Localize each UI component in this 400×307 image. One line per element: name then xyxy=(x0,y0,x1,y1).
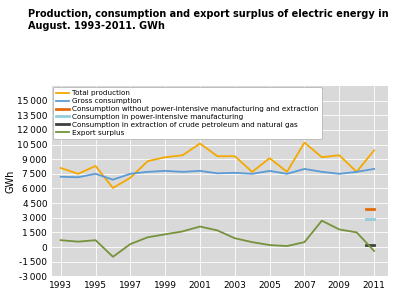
Total production xyxy=(145,159,150,163)
Gross consumption xyxy=(267,169,272,173)
Export surplus xyxy=(320,219,324,223)
Total production xyxy=(76,172,80,176)
Gross consumption xyxy=(285,172,290,176)
Total production xyxy=(337,154,342,157)
Export surplus xyxy=(198,225,202,228)
Consumption without power-intensive manufacturing and extraction xyxy=(364,207,369,211)
Export surplus xyxy=(372,249,376,253)
Export surplus xyxy=(180,230,185,233)
Total production xyxy=(128,176,133,180)
Gross consumption xyxy=(93,172,98,176)
Gross consumption xyxy=(180,170,185,174)
Line: Gross consumption: Gross consumption xyxy=(61,169,374,180)
Consumption in extraction of crude petroleum and natural gas xyxy=(372,243,376,247)
Gross consumption xyxy=(198,169,202,173)
Gross consumption xyxy=(76,175,80,179)
Export surplus xyxy=(337,227,342,231)
Gross consumption xyxy=(232,171,237,175)
Total production xyxy=(250,170,255,174)
Total production xyxy=(267,156,272,160)
Line: Export surplus: Export surplus xyxy=(61,221,374,257)
Total production xyxy=(93,164,98,168)
Export surplus xyxy=(76,240,80,243)
Total production xyxy=(58,166,63,170)
Gross consumption xyxy=(250,172,255,176)
Gross consumption xyxy=(110,178,115,181)
Export surplus xyxy=(232,236,237,240)
Export surplus xyxy=(285,244,290,248)
Total production xyxy=(285,170,290,174)
Total production xyxy=(198,142,202,146)
Gross consumption xyxy=(58,175,63,179)
Text: Production, consumption and export surplus of electric energy in
August. 1993-20: Production, consumption and export surpl… xyxy=(28,9,389,31)
Gross consumption xyxy=(302,167,307,171)
Y-axis label: GWh: GWh xyxy=(5,169,15,193)
Export surplus xyxy=(163,232,168,236)
Gross consumption xyxy=(128,172,133,176)
Total production xyxy=(163,155,168,159)
Export surplus xyxy=(250,240,255,244)
Gross consumption xyxy=(320,170,324,174)
Consumption in power-intensive manufacturing xyxy=(372,217,376,220)
Total production xyxy=(180,154,185,157)
Total production xyxy=(372,149,376,152)
Gross consumption xyxy=(163,169,168,173)
Legend: Total production, Gross consumption, Consumption without power-intensive manufac: Total production, Gross consumption, Con… xyxy=(54,87,322,138)
Consumption without power-intensive manufacturing and extraction xyxy=(372,207,376,211)
Total production xyxy=(215,154,220,158)
Export surplus xyxy=(354,231,359,234)
Export surplus xyxy=(128,242,133,246)
Consumption in extraction of crude petroleum and natural gas xyxy=(364,243,369,247)
Export surplus xyxy=(215,229,220,232)
Export surplus xyxy=(302,240,307,244)
Gross consumption xyxy=(337,172,342,176)
Total production xyxy=(232,154,237,158)
Export surplus xyxy=(110,255,115,258)
Gross consumption xyxy=(354,170,359,174)
Consumption in power-intensive manufacturing xyxy=(364,217,369,220)
Total production xyxy=(110,186,115,190)
Total production xyxy=(320,155,324,159)
Export surplus xyxy=(93,238,98,242)
Total production xyxy=(354,170,359,174)
Export surplus xyxy=(58,238,63,242)
Gross consumption xyxy=(215,172,220,175)
Gross consumption xyxy=(372,167,376,171)
Gross consumption xyxy=(145,170,150,174)
Total production xyxy=(302,141,307,144)
Export surplus xyxy=(267,243,272,247)
Export surplus xyxy=(145,235,150,239)
Line: Total production: Total production xyxy=(61,142,374,188)
